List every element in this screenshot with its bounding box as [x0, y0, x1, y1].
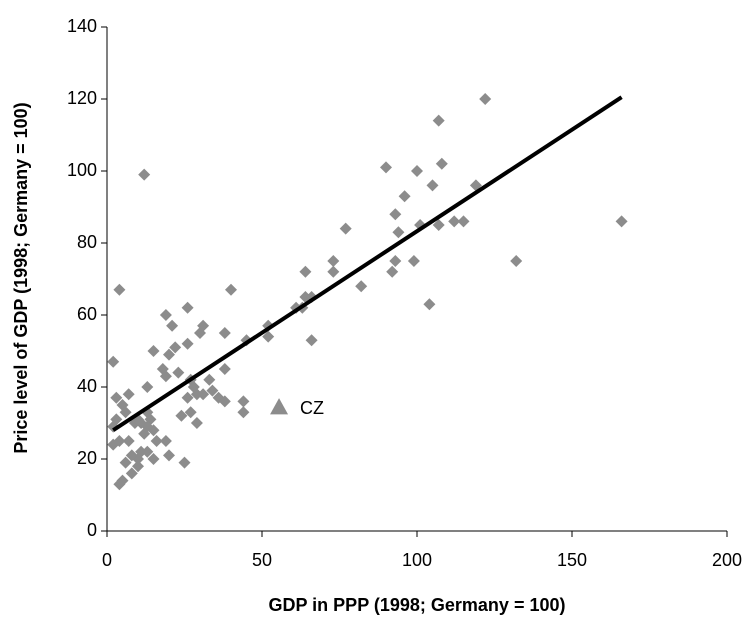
point — [305, 334, 318, 347]
point — [147, 453, 160, 465]
point — [423, 298, 436, 311]
point — [132, 460, 144, 473]
point — [178, 456, 191, 469]
point — [107, 438, 120, 451]
point — [432, 114, 445, 127]
point — [172, 366, 185, 379]
x-tick-label: 50 — [252, 550, 272, 570]
point — [386, 265, 399, 278]
point — [411, 165, 423, 177]
point — [392, 226, 405, 239]
point — [141, 381, 154, 393]
point — [150, 435, 163, 447]
point — [181, 391, 194, 404]
point — [457, 215, 470, 228]
point — [398, 190, 411, 203]
point — [122, 435, 135, 447]
point — [138, 427, 151, 440]
point — [432, 219, 445, 231]
point — [339, 222, 352, 235]
point — [138, 168, 151, 181]
point — [389, 208, 402, 221]
point — [206, 384, 219, 397]
point — [175, 409, 188, 422]
annotation-label: CZ — [300, 398, 324, 418]
x-axis-label: GDP in PPP (1998; Germany = 100) — [269, 595, 566, 615]
point — [194, 327, 206, 339]
point — [113, 478, 126, 491]
point — [389, 255, 402, 267]
point — [203, 373, 216, 386]
annotation-marker — [270, 398, 289, 415]
point — [163, 348, 175, 361]
point — [110, 391, 123, 404]
point — [159, 309, 172, 321]
point — [218, 327, 231, 339]
x-tick-label: 0 — [102, 550, 112, 570]
point — [163, 449, 175, 462]
point — [510, 255, 523, 267]
point — [169, 341, 182, 354]
x-tick-label: 150 — [557, 550, 587, 570]
x-tick-label: 200 — [712, 550, 742, 570]
point — [147, 424, 160, 437]
point — [141, 445, 154, 458]
point — [380, 161, 392, 174]
point — [327, 265, 340, 278]
point — [615, 215, 628, 228]
y-tick-label: 120 — [67, 88, 97, 108]
point — [184, 406, 197, 419]
point — [181, 337, 194, 350]
point — [237, 406, 250, 419]
y-tick-label: 60 — [77, 304, 97, 324]
point — [119, 406, 132, 419]
point — [225, 283, 237, 296]
point — [166, 319, 179, 332]
point — [448, 215, 461, 228]
point — [262, 330, 275, 343]
point — [218, 395, 231, 408]
point — [181, 301, 194, 314]
point — [190, 388, 203, 401]
point — [299, 265, 312, 278]
y-tick-label: 80 — [77, 232, 97, 252]
point — [135, 445, 148, 458]
point — [122, 388, 135, 401]
y-tick-label: 140 — [67, 16, 97, 36]
point — [479, 93, 492, 105]
x-tick-label: 100 — [402, 550, 432, 570]
point — [190, 417, 203, 429]
point — [159, 435, 172, 447]
point — [119, 456, 132, 469]
point — [435, 157, 448, 170]
point — [218, 363, 231, 375]
point — [125, 467, 138, 480]
y-tick-label: 40 — [77, 376, 97, 396]
trend-line — [112, 95, 623, 432]
point — [327, 255, 340, 267]
y-tick-label: 20 — [77, 448, 97, 468]
point — [125, 449, 138, 462]
point — [197, 388, 210, 401]
point — [113, 283, 126, 296]
point — [107, 355, 120, 368]
y-tick-label: 100 — [67, 160, 97, 180]
point — [237, 395, 250, 408]
point — [407, 255, 420, 267]
point — [426, 179, 439, 192]
y-tick-label: 0 — [87, 520, 97, 540]
point — [159, 370, 172, 383]
point — [147, 345, 160, 357]
y-axis-label: Price level of GDP (1998; Germany = 100) — [11, 102, 31, 453]
point — [355, 280, 368, 293]
